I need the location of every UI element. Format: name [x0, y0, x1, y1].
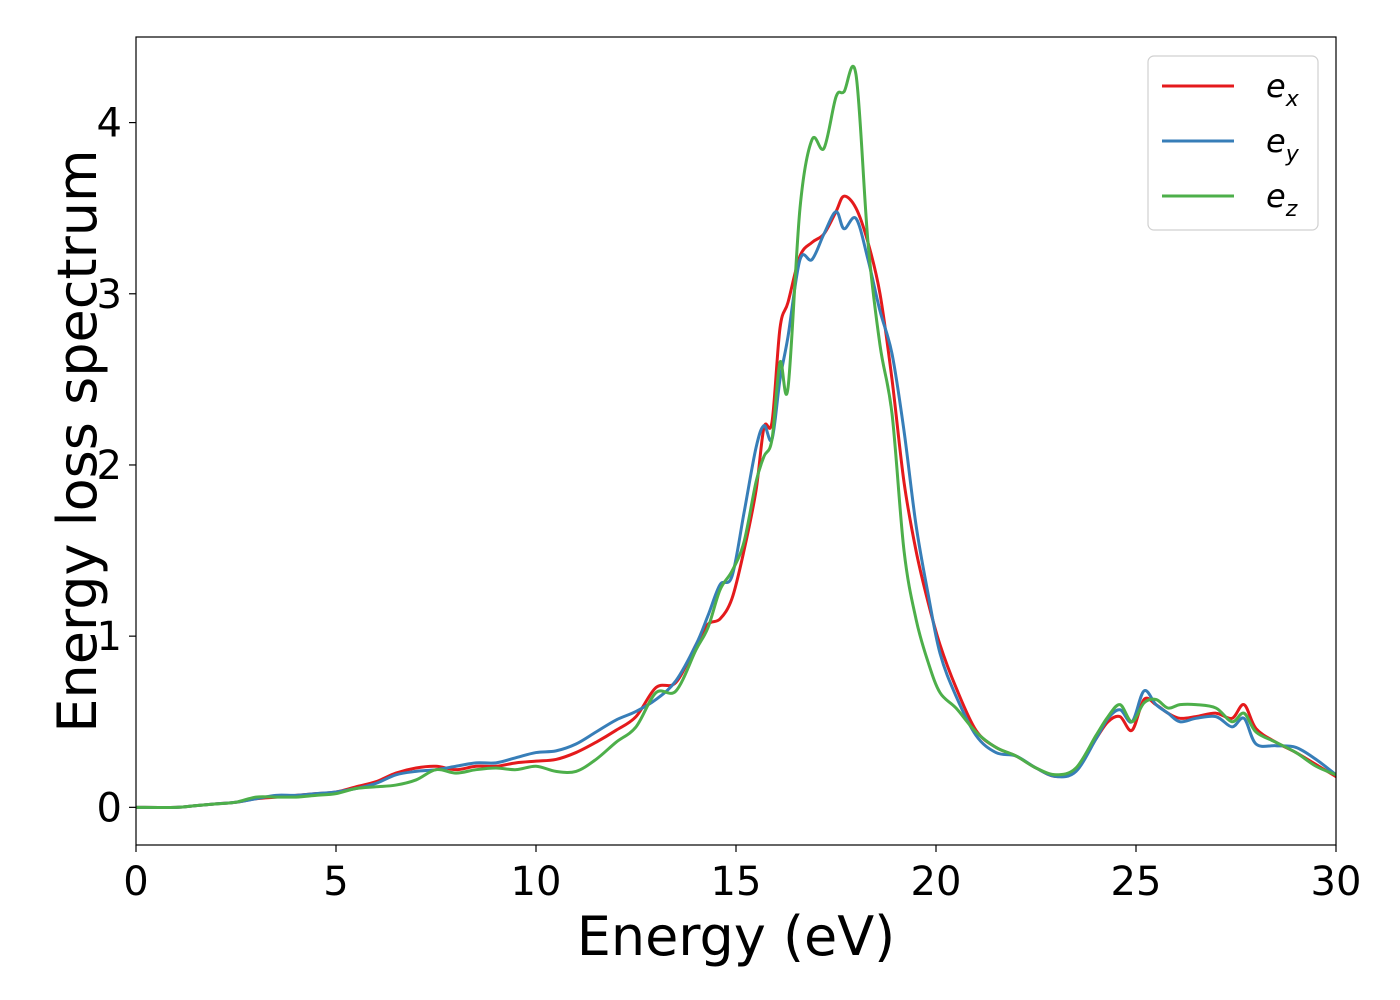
- y-tick-label: 2: [97, 443, 122, 489]
- y-tick-label: 4: [97, 101, 122, 147]
- x-tick-label: 30: [1311, 859, 1362, 905]
- x-tick-label: 0: [123, 859, 148, 905]
- x-axis-label: Energy (eV): [577, 905, 896, 968]
- x-tick-label: 5: [323, 859, 348, 905]
- legend-box: [1147, 55, 1319, 231]
- y-axis-label: Energy loss spectrum: [46, 149, 109, 732]
- y-tick-label: 3: [97, 272, 122, 318]
- legend: ex ey ez: [1147, 55, 1319, 231]
- legend-label-z: ez: [1266, 177, 1298, 222]
- legend-label-y: ey: [1266, 122, 1300, 167]
- plot-series: [136, 64, 1336, 809]
- series-line-z: [136, 64, 1336, 809]
- x-tick-label: 20: [911, 859, 962, 905]
- y-tick-label: 1: [97, 614, 122, 660]
- x-tick-label: 10: [511, 859, 562, 905]
- x-tick-label: 15: [711, 859, 762, 905]
- y-axis: 0 1 2 3 4: [97, 101, 136, 831]
- x-tick-label: 25: [1111, 859, 1162, 905]
- y-tick-label: 0: [97, 785, 122, 831]
- legend-label-x: ex: [1266, 67, 1300, 112]
- x-axis: 0 5 10 15 20 25 30: [123, 845, 1361, 905]
